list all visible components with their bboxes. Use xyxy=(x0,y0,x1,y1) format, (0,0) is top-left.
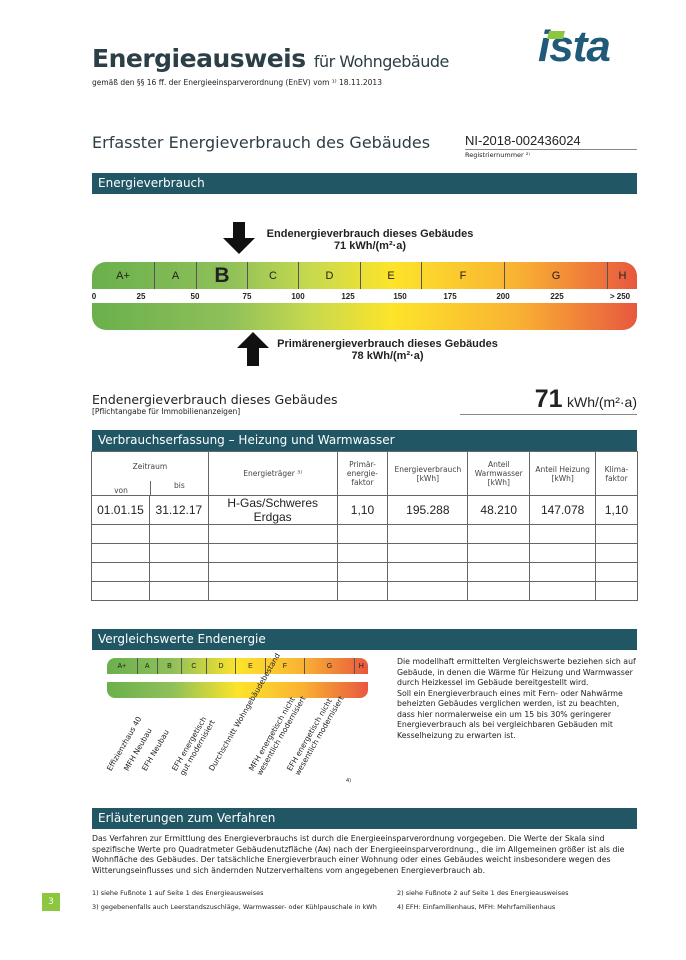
footnote-2: 2) siehe Fußnote 2 auf Seite 1 des Energ… xyxy=(397,889,569,897)
footnote-1: 1) siehe Fußnote 1 auf Seite 1 des Energ… xyxy=(92,889,264,897)
scale-tick: 225 xyxy=(550,292,564,301)
table-row-empty xyxy=(91,543,638,563)
header-energietraeger: Energieträger ³⁾ xyxy=(207,451,338,496)
table-row-empty xyxy=(91,524,638,544)
header-primaerenergiefaktor: Primär-energie-faktor xyxy=(336,451,389,496)
primary-energy-label: Primärenergieverbrauch dieses Gebäudes 78… xyxy=(277,338,498,362)
compare-scale-classes: A+ A B C D E F G H xyxy=(107,658,368,674)
explain-text: Das Verfahren zur Ermittlung des Energie… xyxy=(92,834,625,875)
header-klimafaktor: Klima-faktor xyxy=(595,451,638,496)
registration-label: Registriernummer ²⁾ xyxy=(465,151,530,159)
class-C: C xyxy=(247,262,298,289)
energy-scale-bar xyxy=(92,303,637,330)
table-row-empty xyxy=(91,562,638,582)
cell-warmwasser: 48.210 xyxy=(467,495,531,525)
compare-scale-bar xyxy=(107,682,368,698)
scale-tick: 100 xyxy=(291,292,305,301)
cell-traeger: H-Gas/Schweres Erdgas xyxy=(207,495,338,525)
band-erlaeuterungen: Erläuterungen zum Verfahren xyxy=(92,808,637,829)
compare-class-E: E xyxy=(235,658,264,674)
scale-tick: 75 xyxy=(242,292,252,301)
class-A+: A+ xyxy=(116,269,130,282)
compare-text: Die modellhaft ermittelten Vergleichswer… xyxy=(397,657,636,740)
class-H: H xyxy=(607,262,637,289)
scale-tick: 175 xyxy=(443,292,457,301)
scale-tick: 150 xyxy=(393,292,407,301)
band-vergleichswerte: Vergleichswerte Endenergie xyxy=(92,629,637,650)
compare-class-A+: A+ xyxy=(117,662,127,670)
header-energieverbrauch: Energieverbrauch [kWh] xyxy=(387,451,469,496)
cell-verbrauch: 195.288 xyxy=(387,495,469,525)
compare-class-F: F xyxy=(264,658,305,674)
compare-class-D: D xyxy=(205,658,236,674)
header-anteil-heizung: Anteil Heizung [kWh] xyxy=(529,451,597,496)
compare-class-G: G xyxy=(304,658,353,674)
band-energieverbrauch: Energieverbrauch xyxy=(92,173,637,194)
compare-class-B: B xyxy=(156,658,181,674)
document-title: Energieausweis für Wohngebäude xyxy=(92,44,449,73)
summary-label: Endenergieverbrauch dieses Gebäudes xyxy=(92,392,338,407)
ista-logo: ista xyxy=(538,22,611,71)
footnote-4-marker: 4) xyxy=(346,778,352,784)
cell-klima: 1,10 xyxy=(595,495,638,525)
compare-class-A: A xyxy=(136,658,157,674)
cell-von: 01.01.15 xyxy=(91,495,150,525)
cell-pef: 1,10 xyxy=(336,495,389,525)
table-row: 01.01.15 31.12.17 H-Gas/Schweres Erdgas … xyxy=(91,495,638,525)
class-F: F xyxy=(421,262,504,289)
header-anteil-warmwasser: Anteil Warmwasser [kWh] xyxy=(467,451,531,496)
registration-number: NI-2018-002436024 xyxy=(465,133,637,150)
class-E: E xyxy=(360,262,421,289)
consumption-table: Zeitraum von bis Energieträger ³⁾ Primär-e… xyxy=(91,451,638,601)
scale-tick: 125 xyxy=(341,292,355,301)
header-zeitraum: Zeitraum von bis xyxy=(91,451,209,496)
page-number: 3 xyxy=(42,893,60,911)
section-title: Erfasster Energieverbrauch des Gebäudes xyxy=(92,133,431,152)
class-A: A xyxy=(154,262,196,289)
end-energy-label: Endenergieverbrauch dieses Gebäudes 71 kW… xyxy=(266,228,474,252)
scale-tick: 200 xyxy=(496,292,510,301)
cell-bis: 31.12.17 xyxy=(148,495,209,525)
class-G: G xyxy=(504,262,607,289)
scale-tick: > 250 xyxy=(609,292,631,301)
class-B: B xyxy=(196,262,247,289)
energy-scale-classes: A+ A B C D E F G H xyxy=(92,262,637,289)
footnote-4: 4) EFH: Einfamilienhaus, MFH: Mehrfamili… xyxy=(397,903,556,911)
band-verbrauchserfassung: Verbrauchserfassung – Heizung und Warmwa… xyxy=(92,430,637,451)
document-subtitle: gemäß den §§ 16 ff. der Energieeinsparve… xyxy=(92,78,382,87)
scale-tick: 25 xyxy=(136,292,146,301)
summary-value: 71 kWh/(m²·a) xyxy=(460,385,637,415)
class-D: D xyxy=(298,262,360,289)
compare-class-H: H xyxy=(353,658,368,674)
footnote-3: 3) gegebenenfalls auch Leerstandszuschlä… xyxy=(92,903,377,911)
scale-tick: 0 xyxy=(91,292,97,301)
summary-note: [Pflichtangabe für Immobilienanzeigen] xyxy=(92,407,241,416)
cell-heizung: 147.078 xyxy=(529,495,597,525)
compare-class-C: C xyxy=(181,658,205,674)
table-row-empty xyxy=(91,581,638,601)
scale-tick: 50 xyxy=(190,292,200,301)
